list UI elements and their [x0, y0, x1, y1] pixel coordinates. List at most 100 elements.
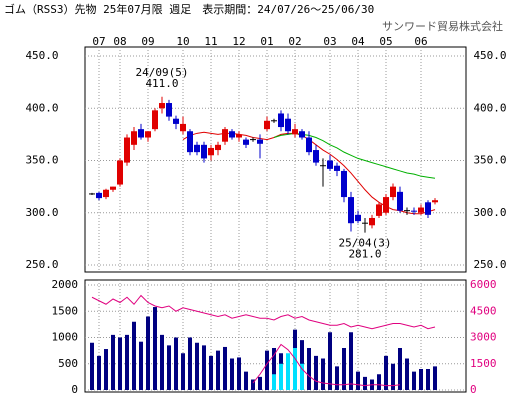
- volume-bar: [237, 357, 241, 390]
- volume-bar: [160, 334, 164, 390]
- volume-frame: [84, 279, 467, 393]
- volume-bar: [111, 334, 115, 390]
- y-tick-label: 1500: [52, 304, 79, 317]
- volume-bar: [426, 369, 430, 390]
- x-tick-label: 11: [204, 35, 217, 48]
- y-tick-label: 400.0: [25, 101, 58, 114]
- candle-body: [215, 144, 221, 151]
- volume-bar: [293, 348, 297, 390]
- y2-tick-label: 0: [470, 383, 477, 396]
- open-interest-line: [91, 294, 436, 330]
- volume-bar: [139, 341, 143, 390]
- x-tick-label: 02: [288, 35, 301, 48]
- candle-body: [208, 147, 214, 156]
- annotation-value: 281.0: [348, 248, 381, 261]
- volume-bar: [328, 332, 332, 390]
- candle-body: [131, 131, 137, 145]
- volume-bar: [223, 346, 227, 390]
- candle-body: [180, 123, 186, 132]
- volume-bar: [125, 334, 129, 390]
- candle-body: [313, 150, 319, 163]
- candle-body: [299, 131, 305, 138]
- y2-tick-label: 6000: [470, 278, 497, 291]
- candle-body: [341, 170, 347, 198]
- x-tick-label: 08: [113, 35, 126, 48]
- volume-bar: [314, 355, 318, 390]
- candle-body: [152, 110, 158, 130]
- y-tick-label: 2000: [52, 278, 79, 291]
- x-tick-label: 07: [92, 35, 105, 48]
- y-tick-label-right: 250.0: [473, 258, 506, 271]
- volume-bar: [419, 369, 423, 390]
- volume-bar: [132, 321, 136, 390]
- y-tick-label-right: 350.0: [473, 154, 506, 167]
- candle-body: [355, 214, 361, 222]
- volume-bar: [398, 348, 402, 390]
- candle-body: [229, 131, 235, 138]
- candle-body: [166, 103, 172, 117]
- volume-bar: [244, 371, 248, 390]
- candle-body: [124, 137, 130, 163]
- volume-bar: [272, 348, 276, 390]
- candle-body: [145, 131, 151, 138]
- y-tick-label: 450.0: [25, 49, 58, 62]
- x-tick-label: 01: [260, 35, 273, 48]
- volume-bar: [349, 332, 353, 390]
- y-tick-label: 350.0: [25, 154, 58, 167]
- volume-bar: [391, 363, 395, 390]
- y-tick-label-right: 400.0: [473, 101, 506, 114]
- candle-body: [411, 210, 417, 212]
- volume-bar: [307, 348, 311, 390]
- open-interest-line: [252, 343, 401, 387]
- y-tick-label: 1000: [52, 331, 79, 344]
- volume-bar: [230, 358, 234, 390]
- candle-body: [138, 129, 144, 138]
- annotation-label: 25/04(3): [339, 237, 392, 250]
- candle-body: [264, 120, 270, 130]
- y2-tick-label: 1500: [470, 357, 497, 370]
- candle-body: [432, 200, 438, 203]
- volume-bar: [195, 342, 199, 390]
- candle-body: [348, 197, 354, 224]
- candle-body: [425, 202, 431, 215]
- volume-bar: [188, 337, 192, 390]
- volume-bar: [356, 371, 360, 390]
- volume-bar: [153, 307, 157, 390]
- candle-body: [173, 118, 179, 124]
- volume-bar: [118, 337, 122, 390]
- candle-body: [194, 144, 200, 153]
- x-tick-label: 05: [379, 35, 392, 48]
- y-tick-label-right: 450.0: [473, 49, 506, 62]
- volume-bar: [321, 358, 325, 390]
- annotation-value: 411.0: [145, 77, 178, 90]
- candle-body: [96, 192, 102, 199]
- candle-body: [390, 186, 396, 198]
- volume-bar: [405, 358, 409, 390]
- volume-bar: [146, 316, 150, 390]
- x-tick-label: 09: [141, 35, 154, 48]
- y-tick-label: 500: [58, 357, 78, 370]
- candle-body: [278, 113, 284, 128]
- volume-bar: [335, 366, 339, 390]
- y-tick-label-right: 300.0: [473, 206, 506, 219]
- candle-body: [383, 197, 389, 213]
- candle-body: [257, 139, 263, 144]
- candle-body: [397, 191, 403, 211]
- candle-body: [285, 118, 291, 132]
- y-tick-label: 300.0: [25, 206, 58, 219]
- candle-body: [327, 160, 333, 169]
- candle-body: [418, 207, 424, 213]
- candle-body: [292, 129, 298, 135]
- y-tick-label: 0: [71, 383, 78, 396]
- x-tick-label: 03: [323, 35, 336, 48]
- chart-subtitle: サンワード貿易株式会社: [382, 19, 503, 33]
- candle-body: [222, 129, 228, 142]
- candle-body: [369, 217, 375, 226]
- volume-bar: [279, 363, 283, 390]
- volume-bar: [272, 374, 276, 390]
- x-tick-label: 12: [232, 35, 245, 48]
- x-tick-label: 04: [351, 35, 365, 48]
- y2-tick-label: 3000: [470, 331, 497, 344]
- volume-bar: [363, 376, 367, 390]
